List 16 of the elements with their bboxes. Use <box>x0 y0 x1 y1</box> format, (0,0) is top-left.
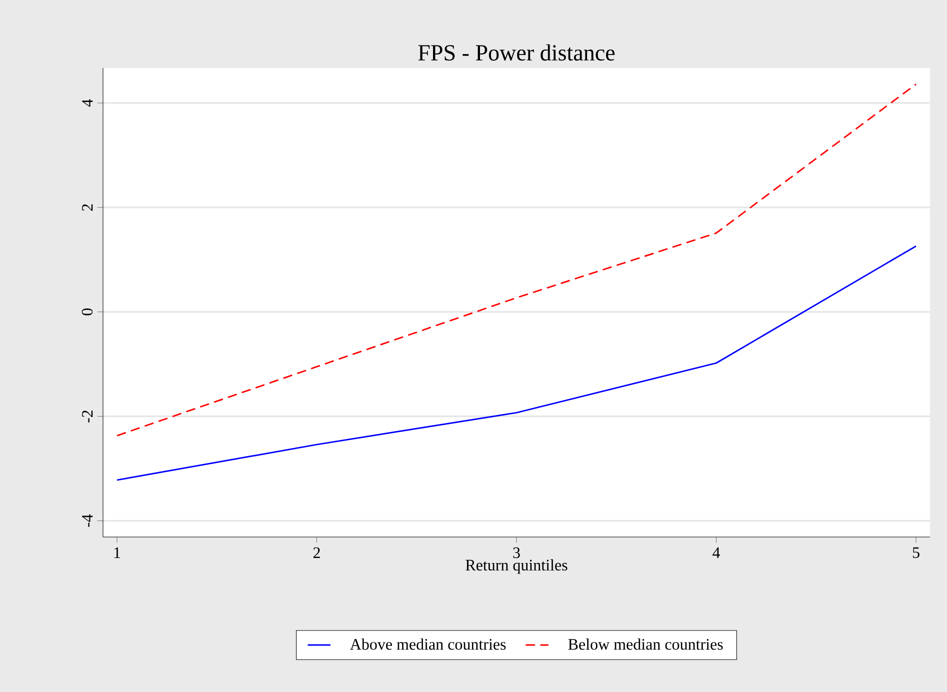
x-tick-label: 4 <box>712 547 720 558</box>
y-tick-label: -4 <box>82 514 93 527</box>
chart-title: FPS - Power distance <box>418 44 615 61</box>
x-tick-label: 3 <box>513 547 520 558</box>
y-tick-label: 0 <box>82 308 93 316</box>
x-tick-label: 1 <box>114 547 120 558</box>
x-tick-label: 5 <box>912 547 920 558</box>
y-tick-label: 4 <box>82 99 93 107</box>
y-tick-label: 2 <box>82 204 93 211</box>
legend-label: Below median countries <box>568 638 723 650</box>
y-tick-label: -2 <box>82 410 93 422</box>
x-axis-title: Return quintiles <box>466 559 568 574</box>
line-series <box>116 245 917 481</box>
x-tick-label: 2 <box>313 547 320 558</box>
legend-label: Above median countries <box>350 638 506 650</box>
line-series <box>116 83 917 436</box>
